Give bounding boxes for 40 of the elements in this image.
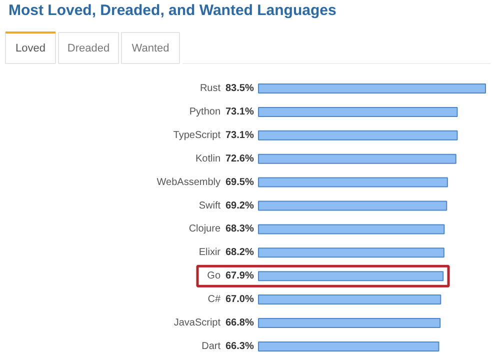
y-tick-label: Go: [207, 270, 221, 282]
bar: [258, 294, 442, 305]
bar: [258, 177, 448, 188]
bar: [258, 248, 444, 258]
chart-title: Most Loved, Dreaded, and Wanted Languages: [8, 2, 336, 19]
data-label: 69.5%: [226, 176, 254, 188]
data-label: 66.8%: [226, 318, 254, 328]
text: Loved: [16, 42, 46, 54]
bar: [258, 106, 458, 117]
data-label: 68.3%: [226, 224, 254, 235]
bar: [258, 271, 444, 282]
bar: [258, 200, 448, 211]
data-label: 73.1%: [226, 130, 254, 141]
data-label: 67.0%: [226, 294, 254, 306]
data-label: 69.2%: [226, 200, 254, 212]
y-tick-label: Rust: [200, 83, 221, 94]
bar: [258, 130, 458, 140]
data-label: 68.2%: [226, 247, 254, 258]
y-tick-label: Clojure: [188, 224, 221, 235]
bar: [258, 318, 441, 328]
y-tick-label: TypeScript: [173, 130, 221, 141]
y-tick-label: Elixir: [198, 247, 222, 258]
y-tick-label: C#: [208, 294, 221, 306]
data-label: 67.9%: [226, 270, 254, 282]
text: Dreaded: [67, 42, 110, 54]
bar: [258, 154, 456, 164]
y-tick-label: JavaScript: [174, 318, 221, 328]
data-label: 73.1%: [226, 106, 254, 118]
data-label: 83.5%: [226, 83, 254, 94]
bar: [258, 224, 445, 234]
bar: [258, 341, 440, 352]
y-tick-label: Swift: [198, 200, 221, 212]
text: Wanted: [132, 42, 170, 54]
y-tick-label: WebAssembly: [156, 176, 221, 188]
bar: [258, 84, 486, 94]
y-tick-label: Kotlin: [195, 153, 220, 164]
y-tick-label: Dart: [202, 340, 221, 352]
data-label: 72.6%: [226, 153, 254, 164]
y-tick-label: Python: [189, 106, 221, 118]
data-label: 66.3%: [226, 340, 254, 352]
